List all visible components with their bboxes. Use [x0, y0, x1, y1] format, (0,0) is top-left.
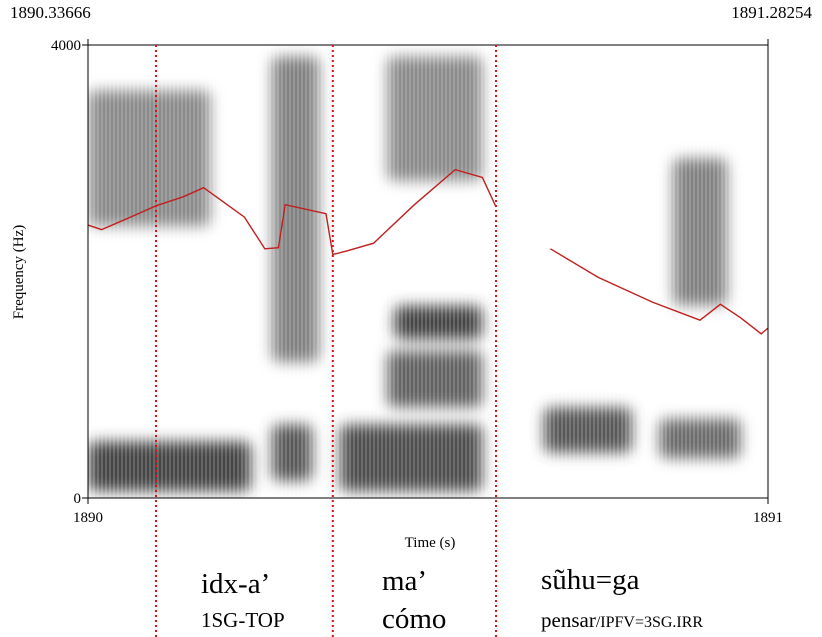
x-tick-label: 1891: [753, 510, 783, 526]
time-window-start: 1890.33666: [10, 3, 91, 22]
energy-band: [271, 56, 320, 363]
energy-band: [271, 424, 313, 482]
x-axis-label: Time (s): [405, 535, 456, 551]
energy-band: [88, 90, 211, 227]
energy-band: [659, 418, 741, 459]
x-tick-label: 1890: [73, 510, 103, 526]
energy-band: [387, 56, 483, 181]
time-window-end: 1891.28254: [731, 3, 812, 22]
y-tick-label: 4000: [51, 38, 81, 54]
spectrogram-striations: [89, 45, 767, 498]
energy-band: [339, 424, 483, 492]
plot-frame: [87, 44, 769, 499]
word-1-gloss: 1SG-TOP: [201, 608, 285, 632]
word-2-form: ma’: [382, 565, 427, 597]
spectrogram-energy: [88, 56, 741, 492]
interlinear-gloss: idx-a’ 1SG-TOP ma’ cómo sũhu=ga pensar/I…: [201, 564, 703, 635]
energy-band: [394, 305, 483, 340]
word-3-gloss: pensar/IPFV=3SG.IRR: [541, 608, 703, 632]
axes: 0 4000 1890 1891: [51, 38, 783, 526]
pitch-track-segment: [550, 248, 769, 335]
energy-band: [543, 407, 632, 453]
energy-band: [88, 441, 252, 492]
word-boundaries: [155, 45, 497, 637]
pitch-track-segment: [87, 168, 497, 256]
pitch-track: [87, 168, 769, 335]
word-1-form: idx-a’: [201, 568, 270, 600]
word-2-gloss: cómo: [382, 603, 446, 635]
y-axis-label: Frequency (Hz): [11, 225, 27, 320]
energy-band: [387, 350, 483, 408]
energy-band: [672, 158, 728, 306]
word-3-form: sũhu=ga: [541, 564, 640, 596]
y-tick-label: 0: [74, 491, 82, 507]
